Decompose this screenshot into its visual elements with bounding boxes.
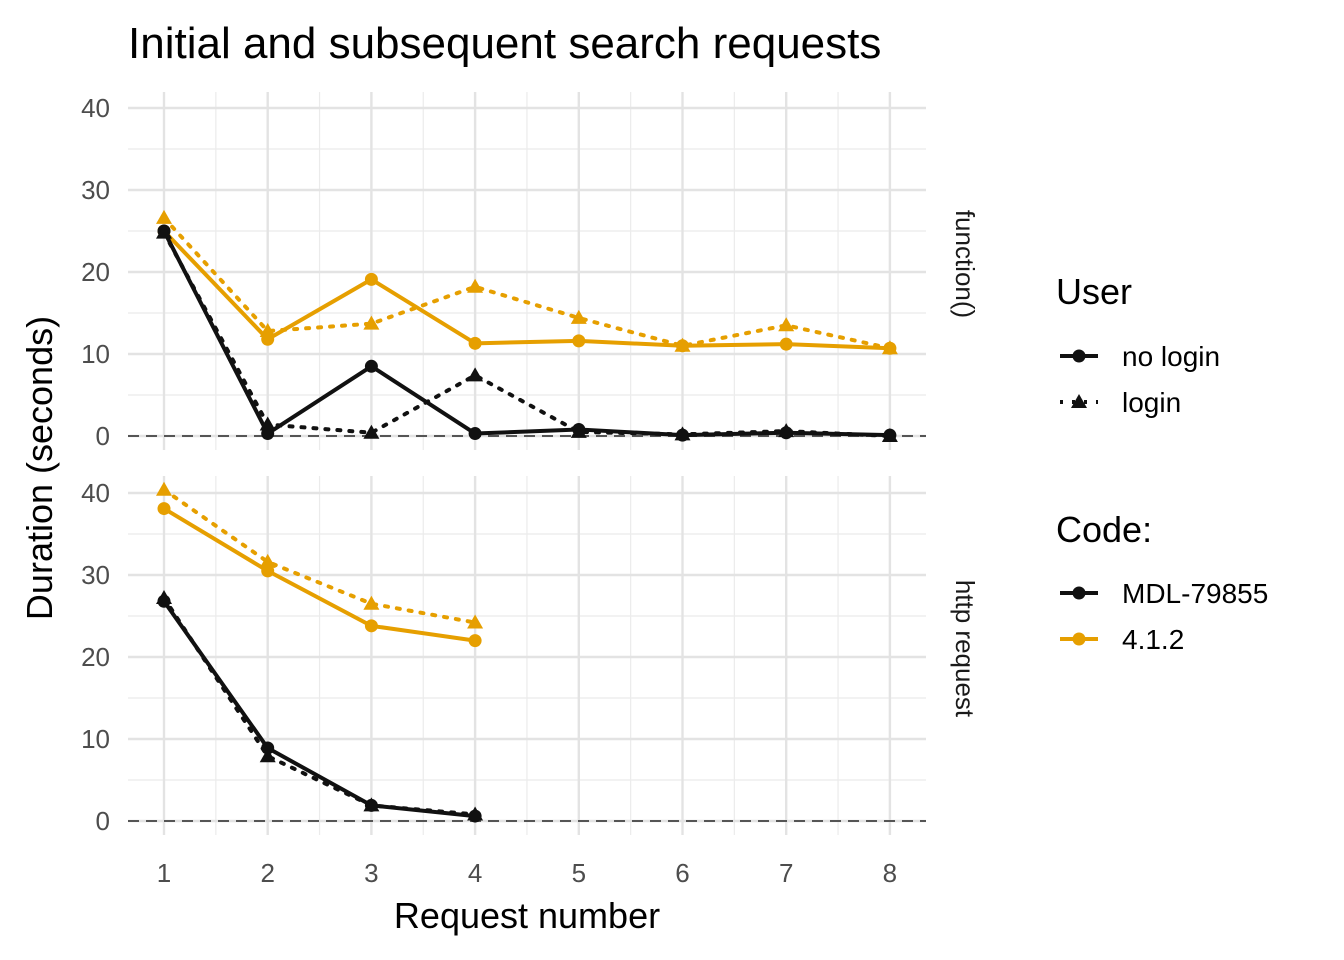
data-point-circle — [157, 502, 171, 516]
x-tick-label: 7 — [779, 858, 793, 888]
data-point-triangle — [570, 309, 587, 324]
facet-strip-label: function() — [950, 210, 980, 318]
y-tick-label: 10 — [81, 339, 110, 369]
legend-key-circle — [1072, 586, 1086, 600]
y-tick-label: 40 — [81, 93, 110, 123]
y-tick-label: 0 — [96, 806, 110, 836]
data-point-triangle — [156, 209, 172, 224]
data-point-triangle — [778, 317, 795, 332]
data-point-triangle — [467, 367, 484, 382]
legend-label: 4.1.2 — [1122, 624, 1184, 655]
data-point-triangle — [467, 278, 484, 293]
chart-panels: 0 10 20 30 40 function() 0 10 20 30 40 http request… — [81, 92, 980, 888]
legend-key-triangle — [1071, 394, 1087, 408]
data-point-triangle — [674, 426, 691, 441]
chart-title: Initial and subsequent search requests — [128, 19, 881, 68]
x-tick-label: 6 — [675, 858, 689, 888]
series-line — [162, 229, 892, 438]
data-point-triangle — [259, 416, 276, 431]
x-tick-label: 4 — [468, 858, 482, 888]
panel-1: 0 10 20 30 40 http request 1 2 3 4 5 6 7 8 — [81, 476, 980, 888]
data-point-circle — [468, 427, 482, 441]
data-point-triangle — [259, 748, 276, 763]
legend-label: login — [1122, 387, 1181, 418]
series-line — [162, 487, 478, 625]
y-tick-label: 0 — [96, 421, 110, 451]
legend-title-user: User — [1056, 271, 1132, 312]
data-point-triangle — [156, 589, 172, 604]
x-axis-title: Request number — [394, 895, 660, 936]
x-tick-label: 8 — [883, 858, 897, 888]
data-point-circle — [364, 272, 378, 286]
series-line — [162, 215, 892, 351]
legend-key-circle — [1072, 632, 1086, 646]
data-point-circle — [364, 359, 378, 373]
y-tick-label: 30 — [81, 560, 110, 590]
data-point-triangle — [674, 337, 691, 352]
data-point-triangle — [363, 797, 380, 812]
data-point-triangle — [363, 315, 380, 330]
data-point-circle — [572, 334, 586, 348]
legend-label: MDL-79855 — [1122, 578, 1268, 609]
data-point-circle — [364, 619, 378, 633]
gridlines — [128, 476, 926, 835]
chart-legend: User no login login Code: MDL-79855 4.1.2 — [1056, 271, 1268, 655]
y-tick-label: 20 — [81, 257, 110, 287]
data-point-triangle — [467, 614, 484, 629]
legend-title-code: Code: — [1056, 509, 1152, 550]
data-point-triangle — [363, 595, 380, 610]
y-tick-label: 20 — [81, 642, 110, 672]
data-point-circle — [261, 741, 275, 755]
x-tick-label: 1 — [157, 858, 171, 888]
x-tick-label: 5 — [572, 858, 586, 888]
x-tick-label: 2 — [260, 858, 274, 888]
y-tick-label: 40 — [81, 478, 110, 508]
series-line — [162, 599, 478, 819]
y-axis-title: Duration (seconds) — [19, 316, 60, 620]
series-line — [162, 230, 892, 438]
panel-0: 0 10 20 30 40 function() — [81, 92, 980, 451]
data-point-circle — [468, 336, 482, 350]
data-point-triangle — [363, 424, 380, 439]
facet-strip-label: http request — [950, 580, 980, 718]
y-tick-label: 10 — [81, 724, 110, 754]
y-tick-label: 30 — [81, 175, 110, 205]
x-tick-label: 3 — [364, 858, 378, 888]
data-point-circle — [779, 337, 793, 351]
data-point-triangle — [778, 423, 795, 438]
series-line — [162, 506, 478, 643]
data-point-triangle — [156, 224, 172, 239]
legend-label: no login — [1122, 341, 1220, 372]
data-point-triangle — [881, 428, 898, 442]
data-point-triangle — [259, 323, 276, 338]
data-point-triangle — [259, 553, 276, 568]
data-point-triangle — [467, 806, 484, 821]
data-point-triangle — [570, 423, 587, 438]
data-point-circle — [468, 634, 482, 648]
data-point-triangle — [156, 481, 172, 496]
data-point-triangle — [881, 340, 898, 355]
series-line — [162, 595, 478, 817]
legend-key-circle — [1072, 349, 1086, 363]
